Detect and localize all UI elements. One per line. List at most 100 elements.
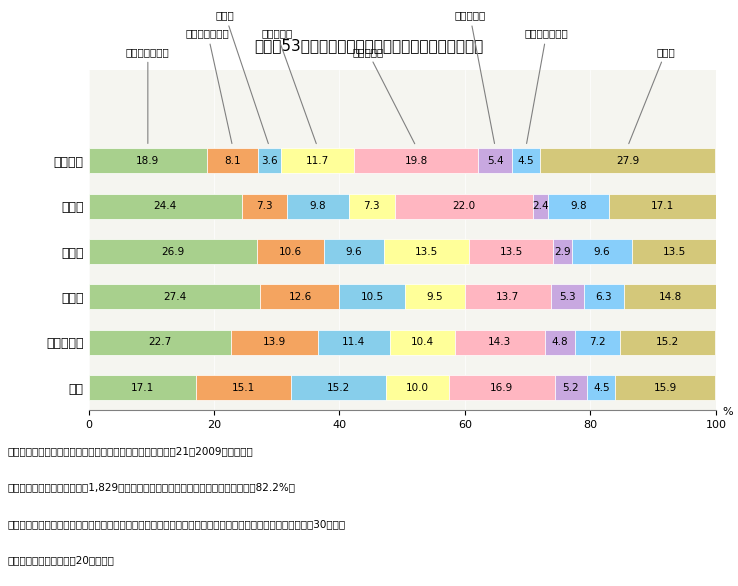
Bar	[548, 194, 610, 219]
Text: 9.5: 9.5	[427, 292, 444, 302]
Text: 17.1: 17.1	[651, 201, 675, 212]
Bar	[89, 148, 207, 173]
Bar	[632, 239, 717, 264]
Bar	[395, 194, 533, 219]
Bar	[587, 375, 615, 400]
Bar	[89, 330, 231, 355]
Bar	[318, 330, 390, 355]
Text: 7.3: 7.3	[364, 201, 380, 212]
Bar	[89, 375, 196, 400]
Bar	[571, 239, 632, 264]
Bar	[241, 194, 287, 219]
Bar	[512, 148, 540, 173]
Bar	[584, 284, 624, 309]
Text: 10.5: 10.5	[361, 292, 384, 302]
Text: 4.8: 4.8	[551, 337, 568, 347]
Bar	[196, 375, 291, 400]
Bar	[261, 284, 339, 309]
Bar	[620, 330, 715, 355]
Text: 15.1: 15.1	[232, 383, 255, 393]
Bar	[624, 284, 717, 309]
Text: 9.8: 9.8	[570, 201, 587, 212]
Text: 5.4: 5.4	[487, 156, 503, 166]
Text: 9.6: 9.6	[345, 247, 362, 257]
Text: 8.1: 8.1	[224, 156, 241, 166]
Bar	[280, 148, 354, 173]
Text: 住民力: 住民力	[216, 11, 269, 144]
Bar	[349, 194, 395, 219]
Text: ２）中核市、特例市は地方自治法に定める政令を受けた市であり、現在の指定要件は法定人口が中核市30万人以: ２）中核市、特例市は地方自治法に定める政令を受けた市であり、現在の指定要件は法定…	[7, 519, 345, 529]
Text: 15.9: 15.9	[654, 383, 677, 393]
Bar	[207, 148, 258, 173]
Text: 5.2: 5.2	[562, 383, 579, 393]
Text: 22.0: 22.0	[452, 201, 475, 212]
Bar	[354, 148, 478, 173]
Text: 7.3: 7.3	[256, 201, 273, 212]
Text: 27.4: 27.4	[163, 292, 186, 302]
Text: 4.5: 4.5	[593, 383, 610, 393]
Bar	[449, 375, 555, 400]
Text: 2.9: 2.9	[554, 247, 570, 257]
Text: 17.1: 17.1	[131, 383, 154, 393]
Text: 地域リーダー力: 地域リーダー力	[186, 29, 232, 144]
Text: 3.6: 3.6	[261, 156, 277, 166]
Bar	[610, 194, 717, 219]
Bar	[89, 194, 241, 219]
Text: 14.8: 14.8	[658, 292, 682, 302]
Text: 6.3: 6.3	[596, 292, 613, 302]
Bar	[89, 239, 258, 264]
Text: 19.8: 19.8	[404, 156, 427, 166]
Text: コミュニティ力: コミュニティ力	[126, 47, 170, 144]
Text: 13.9: 13.9	[263, 337, 286, 347]
Text: 13.5: 13.5	[500, 247, 523, 257]
Bar	[533, 194, 548, 219]
Text: 9.8: 9.8	[310, 201, 326, 212]
Text: 13.5: 13.5	[415, 247, 438, 257]
Text: 27.9: 27.9	[616, 156, 639, 166]
Bar	[287, 194, 349, 219]
Text: 10.4: 10.4	[411, 337, 434, 347]
Bar	[465, 284, 551, 309]
Text: 11.4: 11.4	[342, 337, 365, 347]
Bar	[258, 148, 280, 173]
Text: 15.2: 15.2	[656, 337, 679, 347]
Text: 4.5: 4.5	[518, 156, 534, 166]
Text: 12.6: 12.6	[289, 292, 311, 302]
Text: %: %	[722, 407, 733, 417]
Bar	[390, 330, 455, 355]
Text: 7.2: 7.2	[589, 337, 606, 347]
Text: 14.3: 14.3	[488, 337, 511, 347]
Text: 16.9: 16.9	[490, 383, 513, 393]
Text: 地域経営力: 地域経営力	[261, 29, 317, 144]
Text: 注：１）地方公共団体首長1,829人を対象として実施したアンケート調査（回収率82.2%）: 注：１）地方公共団体首長1,829人を対象として実施したアンケート調査（回収率8…	[7, 483, 295, 493]
Text: 防災力・防犯力: 防災力・防犯力	[525, 29, 568, 144]
Text: 13.7: 13.7	[496, 292, 520, 302]
Text: 11.7: 11.7	[306, 156, 329, 166]
Text: 24.4: 24.4	[154, 201, 176, 212]
Bar	[555, 375, 587, 400]
Bar	[386, 375, 449, 400]
Text: その他: その他	[629, 47, 675, 144]
Bar	[575, 330, 620, 355]
Text: 10.6: 10.6	[279, 247, 302, 257]
Bar	[615, 375, 715, 400]
Bar	[258, 239, 324, 264]
Bar	[545, 330, 575, 355]
Bar	[554, 239, 572, 264]
Bar	[540, 148, 715, 173]
Text: 10.0: 10.0	[406, 383, 429, 393]
Text: 情報発信力: 情報発信力	[455, 11, 494, 144]
Text: 13.5: 13.5	[663, 247, 686, 257]
Text: 2.4: 2.4	[532, 201, 548, 212]
Bar	[324, 239, 384, 264]
Bar	[455, 330, 545, 355]
Bar	[469, 239, 554, 264]
Text: 図３－53　住民にとって現在必要とされる「地域力」: 図３－53 住民にとって現在必要とされる「地域力」	[255, 38, 483, 53]
Bar	[89, 284, 261, 309]
Text: 26.9: 26.9	[162, 247, 184, 257]
Bar	[478, 148, 512, 173]
Text: 上、特例市が20万人以上: 上、特例市が20万人以上	[7, 555, 114, 565]
Bar	[384, 239, 469, 264]
Text: 22.7: 22.7	[148, 337, 171, 347]
Text: 5.3: 5.3	[559, 292, 576, 302]
